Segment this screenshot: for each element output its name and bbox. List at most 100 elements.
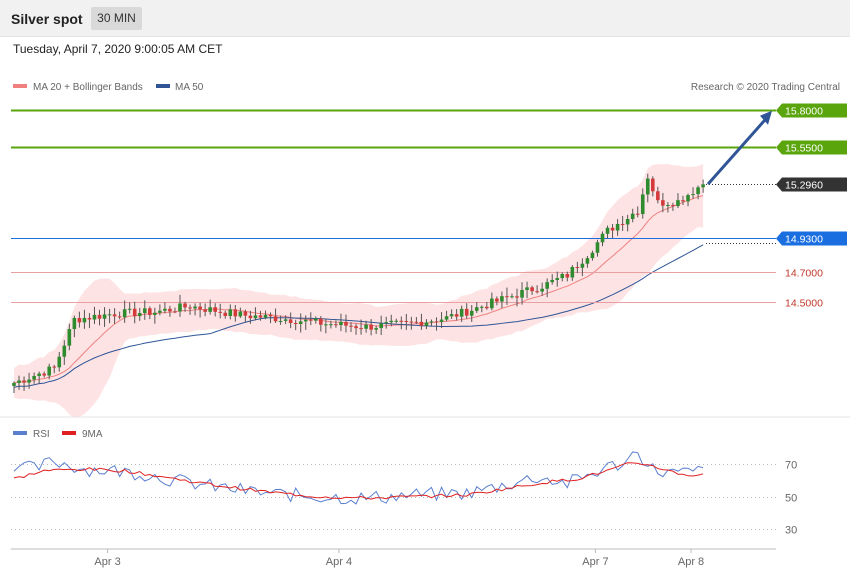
candle-body: [168, 308, 172, 312]
candle-body: [132, 308, 137, 317]
ma50-legend-swatch: [156, 84, 170, 88]
candle-body: [359, 328, 363, 330]
candle-body: [288, 319, 293, 324]
candle-body: [248, 315, 253, 319]
candle-body: [696, 187, 700, 195]
rsi-tick-70: 70: [785, 460, 797, 472]
target-arrow-shaft: [706, 117, 768, 186]
candle-body: [127, 308, 132, 310]
candle-body: [163, 308, 167, 311]
candle-body: [273, 316, 278, 322]
candle-body: [293, 323, 298, 325]
candle-body: [570, 267, 575, 278]
candle-body: [173, 311, 177, 313]
target-arrow-head: [760, 110, 772, 125]
rsi-ma-line: [13, 462, 704, 500]
candle-body: [27, 379, 31, 383]
candle-body: [635, 213, 640, 215]
candle-body: [178, 303, 182, 312]
candle-body: [530, 287, 534, 292]
candle-body: [434, 321, 439, 323]
candle-body: [469, 310, 474, 316]
candle-body: [364, 324, 368, 329]
level-15-5500-label: 15.5500: [785, 143, 823, 155]
candle-body: [560, 274, 565, 279]
candle-body: [258, 315, 263, 318]
x-tick-label: Apr 4: [326, 556, 352, 568]
candle-body: [47, 366, 52, 376]
candle-body: [153, 312, 157, 315]
level-15-8000-label: 15.8000: [785, 106, 823, 118]
candle-body: [439, 319, 444, 322]
timeframe-badge[interactable]: 30 MIN: [91, 7, 142, 30]
level-15-5500-tag: [776, 140, 847, 155]
price-levels: [11, 109, 776, 303]
level-14-5000-label: 14.5000: [785, 298, 823, 310]
candle-body: [661, 200, 665, 206]
x-axis: Apr 3 Apr 4 Apr 7 Apr 8: [94, 549, 704, 568]
candle-body: [37, 373, 41, 376]
candle-body: [374, 328, 378, 330]
candle-body: [671, 204, 675, 207]
candle-body: [218, 311, 223, 313]
candle-body: [117, 316, 122, 318]
target-arrow: [706, 110, 772, 186]
rsi-legend-label: RSI: [33, 429, 50, 440]
candle-body: [686, 195, 690, 202]
candle-body: [580, 263, 585, 268]
candle-body: [158, 310, 162, 313]
candle-body: [600, 233, 605, 243]
candle-body: [490, 298, 494, 309]
candle-body: [404, 320, 409, 322]
rsi-ma-legend-label: 9MA: [82, 429, 103, 440]
candle-body: [485, 306, 489, 309]
candle-body: [555, 278, 560, 280]
source-credit: Research © 2020 Trading Central: [691, 82, 840, 93]
candle-body: [243, 311, 248, 316]
candle-body: [681, 200, 685, 202]
candle-body: [645, 178, 650, 195]
candle-body: [344, 321, 348, 326]
candle-body: [22, 380, 26, 383]
candle-body: [399, 320, 404, 322]
candle-body: [17, 380, 21, 383]
rsi-tick-30: 30: [785, 525, 797, 537]
candle-body: [67, 329, 72, 346]
candle-body: [122, 309, 127, 318]
candle-body: [223, 312, 228, 317]
candle-body: [545, 282, 549, 289]
ma20-line: [13, 195, 704, 384]
candle-body: [203, 309, 207, 312]
candle-body: [57, 356, 62, 368]
chart-header: Silver spot 30 MIN: [0, 0, 850, 37]
candle-body: [148, 308, 152, 315]
candle-body: [283, 319, 288, 321]
candle-body: [369, 324, 373, 330]
candle-body: [424, 322, 429, 326]
candle-body: [429, 321, 434, 323]
candle-body: [651, 178, 655, 192]
candle-body: [263, 314, 268, 318]
candle-body: [464, 308, 469, 316]
candle-body: [314, 318, 318, 321]
candle-body: [193, 306, 197, 309]
candle-body: [409, 321, 414, 323]
rsi-line: [13, 451, 704, 505]
candle-body: [82, 317, 87, 323]
candle-body: [349, 325, 353, 327]
candle-body: [308, 319, 313, 321]
candle-body: [228, 309, 233, 317]
bollinger-bands: [14, 163, 704, 418]
rsi-ma-legend-swatch: [62, 431, 76, 435]
candle-body: [87, 317, 92, 320]
candle-body: [389, 320, 394, 323]
candle-body: [515, 296, 519, 298]
candle-body: [525, 287, 529, 290]
level-15-2960-tag: [776, 177, 847, 192]
candle-body: [72, 317, 77, 330]
candle-body: [550, 279, 555, 283]
candle-body: [419, 321, 424, 326]
candle-body: [268, 314, 273, 317]
timestamp: Tuesday, April 7, 2020 9:00:05 AM CET: [13, 42, 223, 56]
